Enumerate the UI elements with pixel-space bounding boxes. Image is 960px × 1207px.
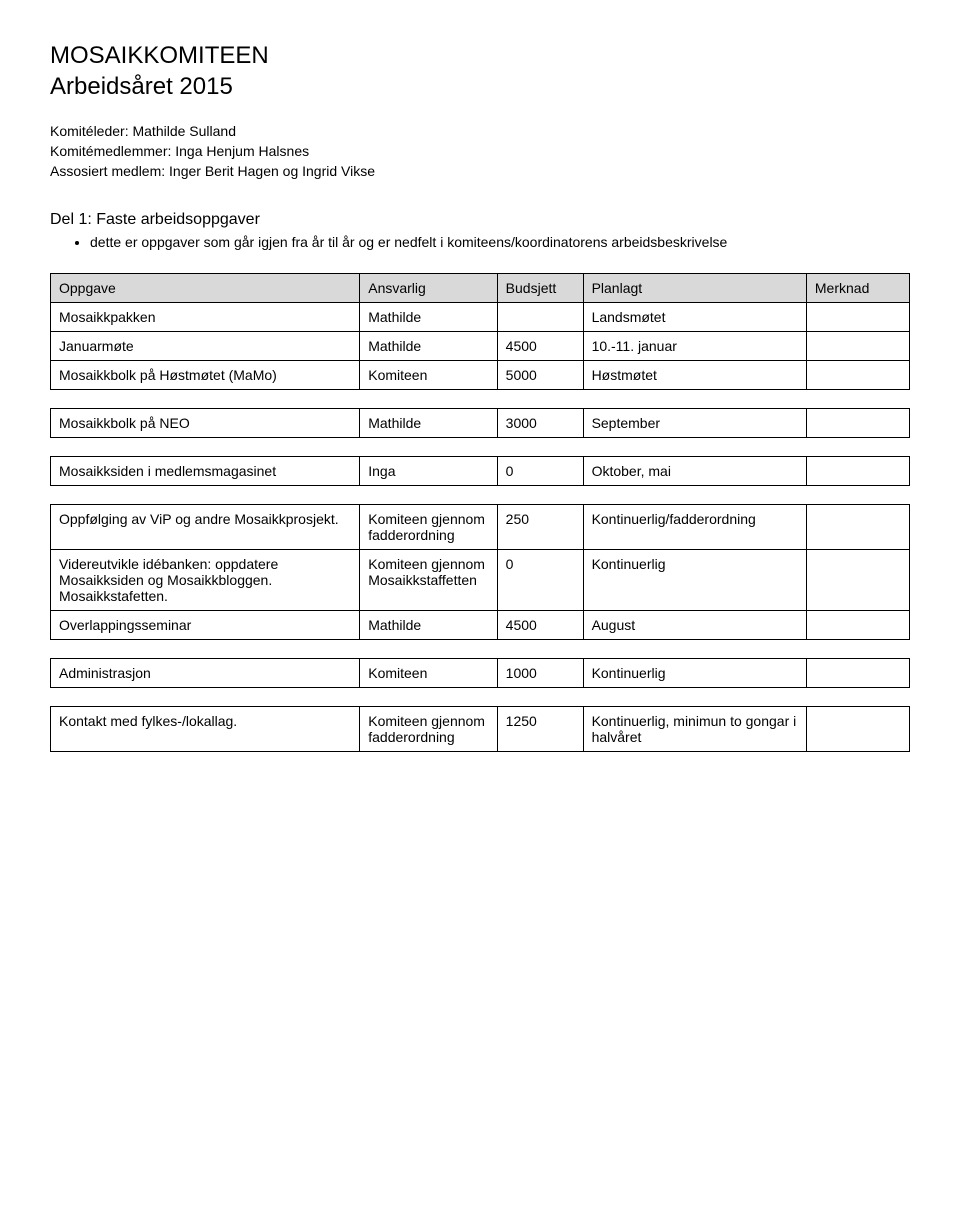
table-cell [806, 302, 909, 331]
table-cell: Kontinuerlig [583, 658, 806, 687]
table-cell [806, 408, 909, 437]
table-header-cell: Planlagt [583, 273, 806, 302]
section-title: Del 1: Faste arbeidsoppgaver [50, 211, 910, 229]
table-cell: Mosaikkbolk på Høstmøtet (MaMo) [51, 360, 360, 389]
table-cell: Komiteen gjennom fadderordning [360, 706, 497, 751]
table-cell: 250 [497, 504, 583, 549]
table-row: Videreutvikle idébanken: oppdatere Mosai… [51, 549, 910, 610]
table-cell: 0 [497, 549, 583, 610]
table-header-cell: Merknad [806, 273, 909, 302]
table-cell: Høstmøtet [583, 360, 806, 389]
table-cell: August [583, 610, 806, 639]
table-cell: Mathilde [360, 610, 497, 639]
intro-block: Komitéleder: Mathilde Sulland Komitémedl… [50, 122, 910, 181]
table-header-cell: Ansvarlig [360, 273, 497, 302]
table-cell: Oktober, mai [583, 456, 806, 485]
table-cell: 10.-11. januar [583, 331, 806, 360]
table-cell: Kontinuerlig [583, 549, 806, 610]
table-header-cell: Budsjett [497, 273, 583, 302]
bullet-item: dette er oppgaver som går igjen fra år t… [90, 233, 910, 253]
table-cell: Mosaikksiden i medlemsmagasinet [51, 456, 360, 485]
table-cell [806, 504, 909, 549]
table-cell: Mathilde [360, 302, 497, 331]
table-cell [806, 331, 909, 360]
table-cell [806, 456, 909, 485]
table-cell: Overlappingsseminar [51, 610, 360, 639]
table-row: OverlappingsseminarMathilde4500August [51, 610, 910, 639]
table-cell: Inga [360, 456, 497, 485]
table-cell: Mosaikkpakken [51, 302, 360, 331]
table-cell: Kontinuerlig/fadderordning [583, 504, 806, 549]
table-cell [806, 658, 909, 687]
title-line2: Arbeidsåret 2015 [50, 73, 233, 100]
table-cell: Oppfølging av ViP og andre Mosaikkprosje… [51, 504, 360, 549]
table-cell: Komiteen [360, 360, 497, 389]
table-row: Mosaikkbolk på NEOMathilde3000September [51, 408, 910, 437]
table-cell: Januarmøte [51, 331, 360, 360]
table-cell [806, 360, 909, 389]
bullet-list: dette er oppgaver som går igjen fra år t… [50, 233, 910, 253]
table-header-cell: Oppgave [51, 273, 360, 302]
table-cell [806, 610, 909, 639]
table-cell: Komiteen gjennom fadderordning [360, 504, 497, 549]
table-cell: 1250 [497, 706, 583, 751]
data-table: OppgaveAnsvarligBudsjettPlanlagtMerknadM… [50, 273, 910, 390]
table-cell: Kontakt med fylkes-/lokallag. [51, 706, 360, 751]
table-row: Kontakt med fylkes-/lokallag.Komiteen gj… [51, 706, 910, 751]
table-cell: Administrasjon [51, 658, 360, 687]
data-table: Mosaikksiden i medlemsmagasinetInga0Okto… [50, 456, 910, 486]
intro-line: Komitéleder: Mathilde Sulland [50, 122, 910, 142]
table-row: AdministrasjonKomiteen1000Kontinuerlig [51, 658, 910, 687]
table-cell: 3000 [497, 408, 583, 437]
table-row: Oppfølging av ViP og andre Mosaikkprosje… [51, 504, 910, 549]
table-cell: Mathilde [360, 408, 497, 437]
table-cell: 4500 [497, 610, 583, 639]
data-table: Kontakt med fylkes-/lokallag.Komiteen gj… [50, 706, 910, 752]
intro-line: Komitémedlemmer: Inga Henjum Halsnes [50, 142, 910, 162]
table-cell [806, 706, 909, 751]
table-cell: Landsmøtet [583, 302, 806, 331]
tables-container: OppgaveAnsvarligBudsjettPlanlagtMerknadM… [50, 273, 910, 752]
table-cell: Kontinuerlig, minimun to gongar i halvår… [583, 706, 806, 751]
table-cell [497, 302, 583, 331]
data-table: AdministrasjonKomiteen1000Kontinuerlig [50, 658, 910, 688]
table-row: MosaikkpakkenMathilde Landsmøtet [51, 302, 910, 331]
table-cell: Mosaikkbolk på NEO [51, 408, 360, 437]
table-row: Mosaikkbolk på Høstmøtet (MaMo)Komiteen5… [51, 360, 910, 389]
page-title: MOSAIKKOMITEEN Arbeidsåret 2015 [50, 40, 910, 102]
title-line1: MOSAIKKOMITEEN [50, 42, 269, 69]
table-header-row: OppgaveAnsvarligBudsjettPlanlagtMerknad [51, 273, 910, 302]
table-cell: 5000 [497, 360, 583, 389]
table-cell: Mathilde [360, 331, 497, 360]
table-cell: Komiteen gjennom Mosaikkstaffetten [360, 549, 497, 610]
table-cell: September [583, 408, 806, 437]
table-cell: 0 [497, 456, 583, 485]
table-cell: Videreutvikle idébanken: oppdatere Mosai… [51, 549, 360, 610]
table-cell: 4500 [497, 331, 583, 360]
table-cell: Komiteen [360, 658, 497, 687]
table-row: Mosaikksiden i medlemsmagasinetInga0Okto… [51, 456, 910, 485]
intro-line: Assosiert medlem: Inger Berit Hagen og I… [50, 162, 910, 182]
table-row: JanuarmøteMathilde450010.-11. januar [51, 331, 910, 360]
data-table: Oppfølging av ViP og andre Mosaikkprosje… [50, 504, 910, 640]
table-cell: 1000 [497, 658, 583, 687]
data-table: Mosaikkbolk på NEOMathilde3000September [50, 408, 910, 438]
table-cell [806, 549, 909, 610]
